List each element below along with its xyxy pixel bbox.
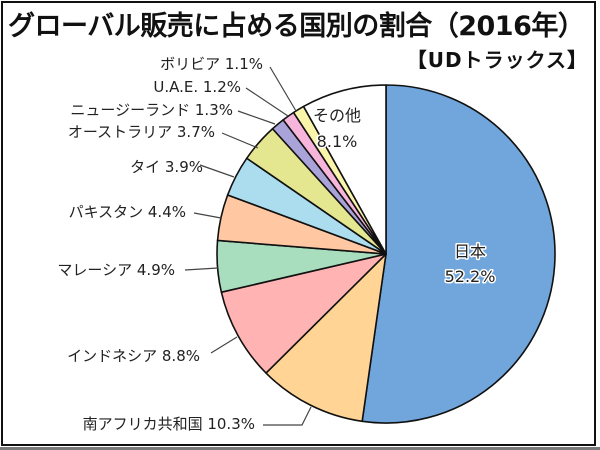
leader-line-7 <box>237 110 276 125</box>
pie-slice-10 <box>302 84 387 255</box>
leader-line-1 <box>263 406 312 426</box>
slice-label-0-name: 日本 <box>454 242 486 261</box>
slice-label-5: タイ 3.9% <box>130 158 203 176</box>
slice-label-8: U.A.E. 1.2% <box>153 78 241 96</box>
slice-value: 3.7% <box>177 123 215 141</box>
slice-name: インドネシア <box>67 347 162 365</box>
slice-value: 1.3% <box>195 101 233 119</box>
pie-slice-1 <box>265 253 387 423</box>
slice-label-10-name: その他 <box>313 106 361 125</box>
slice-value: 8.8% <box>162 347 200 365</box>
slice-label-2: インドネシア 8.8% <box>67 347 200 365</box>
slice-label-0-value: 52.2% <box>445 267 496 286</box>
slice-label-9: ボリビア 1.1% <box>160 55 263 73</box>
slice-name: U.A.E. <box>153 78 203 96</box>
slice-value: 1.2% <box>203 78 241 96</box>
slice-value: 1.1% <box>225 55 263 73</box>
chart-title: グローバル販売に占める国別の割合（2016年） <box>8 11 585 42</box>
slice-label-3: マレーシア 4.9% <box>57 261 175 279</box>
slice-label-7: ニュージーランド 1.3% <box>70 101 233 119</box>
slice-label-6: オーストラリア 3.7% <box>68 123 215 141</box>
slice-name: タイ <box>130 158 165 176</box>
slice-name: パキスタン <box>69 203 148 221</box>
leader-line-6 <box>221 132 259 149</box>
leader-line-3 <box>184 267 219 271</box>
slice-value: 10.3% <box>207 415 255 433</box>
slice-label-4: パキスタン 4.4% <box>69 203 186 221</box>
bottom-bar <box>0 447 600 450</box>
pie-slice-2 <box>220 253 387 374</box>
leader-line-2 <box>210 336 238 354</box>
slice-name: マレーシア <box>57 261 136 279</box>
slice-name: オーストラリア <box>68 123 177 141</box>
leader-line-5 <box>199 164 235 178</box>
slice-name: ニュージーランド <box>70 101 194 119</box>
pie-slices <box>216 84 556 424</box>
slice-label-10-value: 8.1% <box>317 132 358 151</box>
slice-name: 南アフリカ共和国 <box>83 415 208 433</box>
pie-slice-0 <box>361 84 556 424</box>
leader-lines <box>184 66 312 426</box>
leader-line-8 <box>245 87 289 117</box>
slice-value: 4.4% <box>148 203 186 221</box>
leader-line-9 <box>269 66 297 112</box>
slice-name: ボリビア <box>160 55 225 73</box>
slice-value: 3.9% <box>165 158 203 176</box>
leader-line-4 <box>193 212 222 219</box>
slice-labels: 日本 52.2% 南アフリカ共和国 10.3% インドネシア 8.8% マレーシア 4.… <box>57 55 496 433</box>
slice-label-1: 南アフリカ共和国 10.3% <box>83 415 255 433</box>
slice-value: 4.9% <box>137 261 175 279</box>
chart-subtitle: 【UDトラックス】 <box>406 48 588 72</box>
